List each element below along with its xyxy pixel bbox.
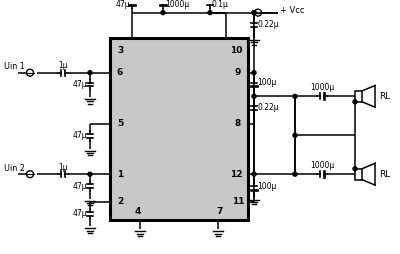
Circle shape — [353, 100, 357, 104]
Text: 47µ: 47µ — [72, 182, 87, 190]
Circle shape — [293, 94, 297, 98]
Text: Uin 1: Uin 1 — [4, 62, 25, 71]
Text: 11: 11 — [232, 197, 244, 206]
Bar — [110, 38, 248, 219]
Text: 1µ: 1µ — [58, 163, 68, 172]
Text: 4: 4 — [135, 207, 141, 216]
Text: RL: RL — [379, 170, 390, 179]
Text: 1000µ: 1000µ — [165, 0, 189, 9]
Text: Uin 2: Uin 2 — [4, 164, 25, 173]
Text: 7: 7 — [217, 207, 223, 216]
Circle shape — [252, 94, 256, 98]
Text: 1µ: 1µ — [58, 61, 68, 70]
Circle shape — [293, 172, 297, 176]
Text: 1: 1 — [117, 170, 123, 179]
Circle shape — [252, 172, 256, 176]
Text: 12: 12 — [230, 170, 242, 179]
Text: 100µ: 100µ — [257, 78, 276, 87]
Circle shape — [252, 11, 256, 14]
Circle shape — [293, 133, 297, 137]
Text: 0.22µ: 0.22µ — [257, 20, 279, 29]
Text: 10: 10 — [230, 45, 242, 55]
Text: 8: 8 — [235, 119, 241, 129]
Text: 47µ: 47µ — [72, 80, 87, 89]
Text: 100µ: 100µ — [257, 182, 276, 190]
Circle shape — [353, 167, 357, 171]
Text: + Vcc: + Vcc — [280, 6, 304, 15]
Text: 1000µ: 1000µ — [310, 83, 334, 92]
Bar — [355, 169, 362, 180]
Text: 47µ: 47µ — [72, 131, 87, 140]
Text: 1000µ: 1000µ — [310, 161, 334, 170]
Text: 6: 6 — [117, 68, 123, 77]
Circle shape — [252, 71, 256, 75]
Text: 0.1µ: 0.1µ — [212, 0, 229, 9]
Text: 2: 2 — [117, 197, 123, 206]
Text: 0.22µ: 0.22µ — [257, 103, 279, 112]
Text: 47µ: 47µ — [115, 0, 130, 9]
Text: RL: RL — [379, 92, 390, 101]
Circle shape — [88, 71, 92, 75]
Bar — [355, 91, 362, 102]
Circle shape — [208, 11, 212, 14]
Text: 5: 5 — [117, 119, 123, 129]
Circle shape — [88, 172, 92, 176]
Circle shape — [161, 11, 165, 14]
Circle shape — [252, 11, 256, 14]
Text: 9: 9 — [235, 68, 241, 77]
Text: 3: 3 — [117, 45, 123, 55]
Text: 47µ: 47µ — [72, 209, 87, 218]
